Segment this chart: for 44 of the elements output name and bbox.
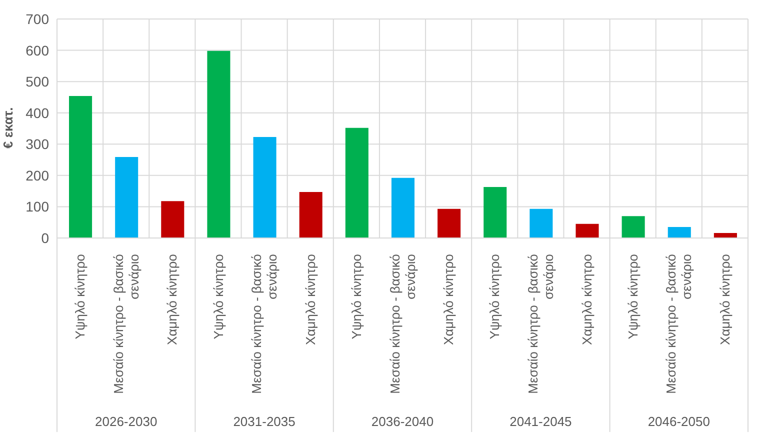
x-tick-label: Χαμηλό κίνητρο (441, 254, 456, 345)
text: 2031-2035 (233, 414, 296, 429)
bar (484, 187, 507, 238)
y-tick-label: 100 (26, 198, 50, 215)
y-tick-label: 300 (26, 136, 50, 152)
x-tick-label: Υψηλό κίνητρο (625, 254, 640, 340)
text: 2036-2040 (371, 414, 434, 429)
y-tick-label: 200 (26, 167, 50, 184)
x-tick-label: Υψηλό κίνητρο (348, 254, 364, 340)
x-tick-label: Υψηλό κίνητρο (210, 254, 226, 340)
bar (253, 136, 276, 238)
bar (438, 208, 461, 238)
bar (69, 96, 92, 238)
x-tick-label: Χαμηλό κίνητρο (579, 254, 594, 345)
bar (622, 216, 645, 238)
bar (530, 208, 553, 238)
y-tick-label: 400 (26, 104, 50, 121)
text: 2041-2045 (510, 414, 572, 429)
x-tick-label: Χαμηλό κίνητρο (302, 254, 318, 345)
bar (391, 178, 414, 238)
bar (207, 50, 230, 238)
y-tick-label: 0 (41, 230, 50, 246)
bar (576, 224, 599, 238)
bar (345, 128, 368, 238)
x-tick-label: Χαμηλό κίνητρο (718, 254, 733, 345)
bar (161, 201, 184, 238)
y-tick-label: 500 (26, 74, 50, 90)
x-tick-label: Μεσαίο κίνητρο - βασικό σενάριο (525, 254, 556, 394)
bar (714, 232, 737, 238)
x-tick-label: Μεσαίο κίνητρο - βασικό σενάριο (110, 254, 142, 394)
text: 2046-2050 (648, 414, 710, 429)
y-tick-label: 700 (26, 10, 50, 27)
x-tick-label: Μεσαίο κίνητρο - βασικό σενάριο (664, 254, 694, 394)
y-axis-title: € εκατ. (0, 107, 16, 148)
x-tick-label: Υψηλό κίνητρο (72, 254, 88, 340)
bar (668, 227, 691, 238)
x-tick-label: Μεσαίο κίνητρο - βασικό σενάριο (387, 254, 418, 394)
x-tick-label: Χαμηλό κίνητρο (164, 254, 180, 345)
y-tick-label: 600 (26, 42, 50, 58)
x-tick-label: Υψηλό κίνητρο (487, 254, 502, 340)
text: 2026-2030 (95, 414, 158, 429)
bar (115, 156, 138, 238)
x-tick-label: Μεσαίο κίνητρο - βασικό σενάριο (249, 254, 280, 394)
bar (299, 192, 322, 238)
